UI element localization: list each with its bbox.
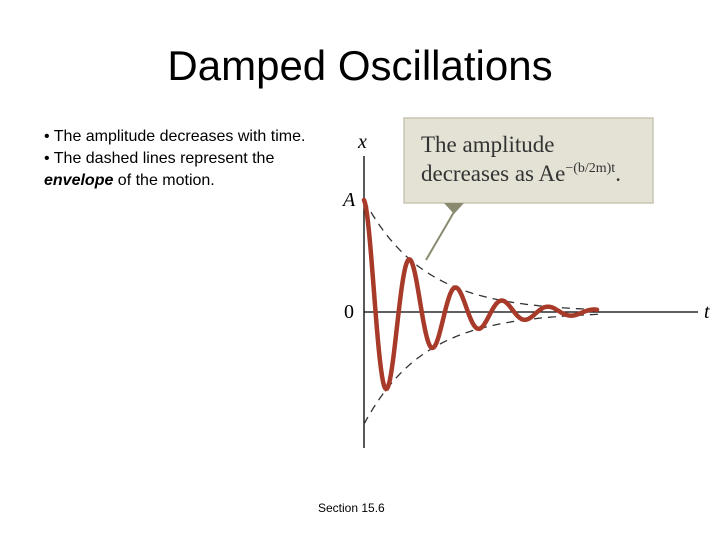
callout-pointer-head (444, 203, 464, 214)
callout-line-2: decreases as Ae−(b/2m)t. (421, 161, 621, 186)
bullet-amplitude: • The amplitude decreases with time. (44, 128, 306, 145)
envelope-emphasis: envelope (44, 172, 114, 189)
upper-envelope (363, 199, 601, 311)
callout-line-1: The amplitude (421, 132, 555, 157)
bullet-envelope: • The dashed lines represent the envelop… (44, 150, 275, 189)
callout-box (403, 117, 654, 204)
slide-title: Damped Oscillations (167, 42, 553, 89)
zero-label: 0 (344, 301, 354, 323)
section-footer: Section 15.6 (318, 501, 385, 515)
bullet-amplitude-text: The amplitude decreases with time. (53, 128, 306, 145)
callout-pointer-line (425, 211, 455, 261)
damped-oscillation-curve (361, 197, 600, 392)
callout-period: . (615, 161, 621, 186)
amplitude-label: A (341, 189, 356, 211)
bullet-envelope-tail: of the motion. (113, 172, 215, 189)
callout-exponent: −(b/2m)t (565, 161, 615, 176)
bullet-envelope-text: The dashed lines represent the (53, 150, 275, 167)
bullet-list: • The amplitude decreases with time. • T… (44, 126, 344, 192)
callout-formula: decreases as Ae (421, 161, 565, 186)
x-axis-label: x (357, 131, 367, 153)
lower-envelope (363, 313, 601, 425)
t-axis-label: t (704, 301, 710, 323)
